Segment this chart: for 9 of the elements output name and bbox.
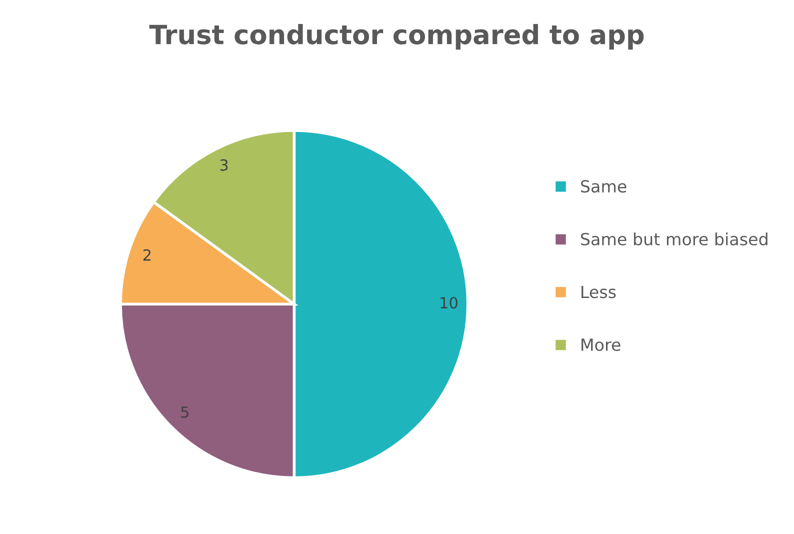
chart-title: Trust conductor compared to app bbox=[149, 24, 644, 50]
legend-label: Same bbox=[581, 180, 626, 193]
data-label: 2 bbox=[143, 249, 151, 261]
data-label: 5 bbox=[181, 406, 188, 418]
legend-label: More bbox=[582, 338, 620, 352]
legend-label: Same but more biased bbox=[581, 232, 768, 246]
legend-label: Less bbox=[582, 286, 616, 298]
data-label: 3 bbox=[220, 159, 228, 171]
data-label: 10 bbox=[440, 296, 458, 309]
